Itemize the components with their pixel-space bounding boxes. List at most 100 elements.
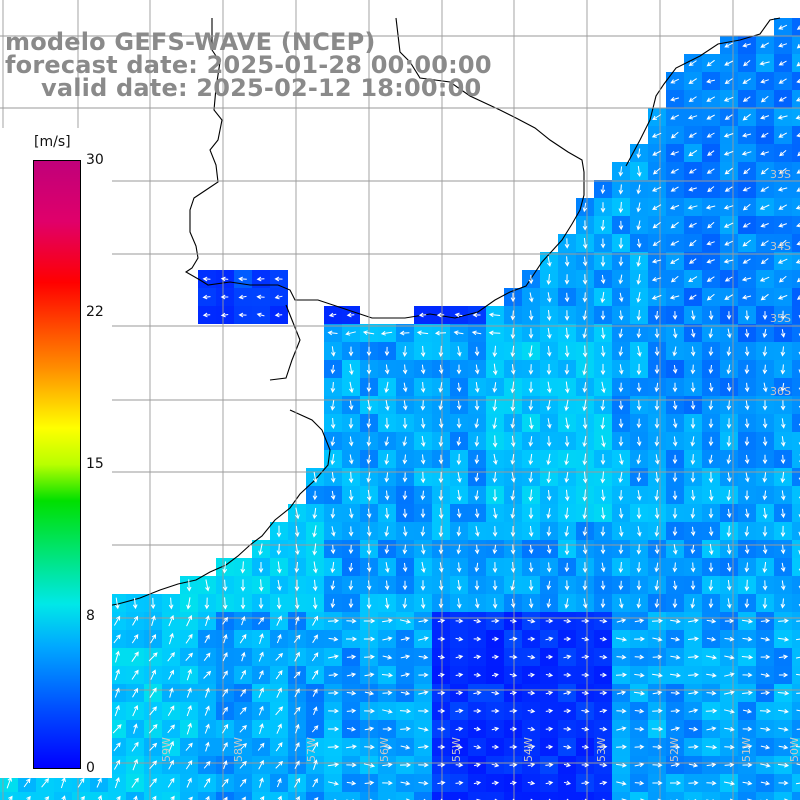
wind-arrow xyxy=(473,762,481,768)
wind-arrow xyxy=(437,636,446,642)
wind-arrow xyxy=(796,277,800,283)
wind-arrow xyxy=(760,42,770,48)
wind-arrow xyxy=(294,561,300,574)
wind-arrow xyxy=(330,598,336,609)
wind-arrow xyxy=(780,310,786,321)
wind-arrow xyxy=(510,381,516,394)
wind-arrow xyxy=(223,796,228,800)
wind-arrow xyxy=(690,418,696,429)
wind-arrow xyxy=(258,687,264,698)
wind-arrow xyxy=(723,222,734,228)
wind-arrow xyxy=(491,618,500,624)
wind-arrow xyxy=(295,616,300,626)
lon-label-55w: 55W xyxy=(450,737,463,762)
wind-arrow xyxy=(456,400,462,411)
wind-arrow xyxy=(528,381,534,394)
wind-arrow xyxy=(672,562,678,573)
wind-arrow xyxy=(402,544,408,555)
wind-arrow xyxy=(744,310,750,321)
wind-cell xyxy=(792,648,800,666)
wind-arrow xyxy=(491,654,500,660)
wind-arrow xyxy=(455,708,464,714)
wind-arrow xyxy=(150,634,157,644)
wind-arrow xyxy=(798,369,800,374)
wind-arrow xyxy=(493,507,498,520)
wind-arrow xyxy=(690,526,696,537)
wind-arrow xyxy=(706,672,717,678)
wind-arrow xyxy=(418,744,429,750)
wind-arrow xyxy=(471,330,482,336)
wind-arrow xyxy=(114,777,120,789)
wind-arrow xyxy=(546,598,552,609)
wind-arrow xyxy=(651,726,664,732)
wind-arrow xyxy=(672,418,678,429)
wind-arrow xyxy=(707,150,715,156)
wind-arrow xyxy=(708,346,714,357)
wind-arrow xyxy=(615,637,628,642)
wind-arrow xyxy=(747,798,753,800)
wind-arrow xyxy=(724,60,734,66)
wind-arrow xyxy=(600,184,606,195)
wind-arrow xyxy=(688,132,697,138)
wind-arrow xyxy=(438,471,444,484)
wind-arrow xyxy=(744,400,750,411)
wind-arrow xyxy=(382,654,393,660)
wind-cell xyxy=(738,792,756,800)
wind-arrow xyxy=(724,672,735,677)
wind-arrow xyxy=(113,615,121,626)
wind-arrow xyxy=(777,637,790,642)
wind-arrow xyxy=(547,327,552,340)
wind-arrow xyxy=(744,508,750,519)
wind-arrow xyxy=(545,690,554,696)
wind-arrow xyxy=(778,780,789,786)
wind-arrow xyxy=(636,436,642,447)
wind-arrow xyxy=(527,762,536,768)
wind-arrow xyxy=(456,526,462,537)
wind-arrow xyxy=(205,579,210,592)
wind-arrow xyxy=(382,726,393,732)
wind-arrow xyxy=(437,744,446,750)
wind-arrow xyxy=(418,780,429,786)
lon-label-57w: 57W xyxy=(305,737,318,762)
wind-arrow xyxy=(420,508,426,519)
wind-arrow xyxy=(348,400,354,411)
wind-arrow xyxy=(382,690,393,696)
wind-arrow xyxy=(707,221,715,229)
wind-arrow xyxy=(527,780,536,786)
wind-arrow xyxy=(546,471,552,484)
wind-arrow xyxy=(474,472,480,483)
wind-arrow xyxy=(421,561,426,574)
wind-arrow xyxy=(167,705,175,717)
wind-arrow xyxy=(167,724,175,734)
wind-arrow xyxy=(636,363,642,376)
lon-label-54w: 54W xyxy=(522,737,535,762)
wind-arrow xyxy=(563,708,572,714)
wind-cell xyxy=(324,792,342,800)
wind-arrow xyxy=(276,723,282,734)
wind-arrow xyxy=(600,219,606,232)
wind-arrow xyxy=(474,382,480,393)
wind-arrow xyxy=(742,708,753,714)
wind-arrow xyxy=(565,417,570,430)
wind-cell xyxy=(0,792,18,800)
wind-arrow xyxy=(690,562,696,573)
wind-cell xyxy=(306,792,324,800)
wind-arrow xyxy=(202,276,211,282)
wind-arrow xyxy=(706,726,717,732)
lon-label-50w: 50W xyxy=(788,737,800,762)
wind-arrow xyxy=(346,690,357,696)
wind-cell xyxy=(522,792,540,800)
wind-arrow xyxy=(688,60,697,66)
colorbar-unit: [m/s] xyxy=(34,134,71,150)
wind-arrow xyxy=(564,436,570,447)
wind-arrow xyxy=(672,508,678,519)
wind-arrow xyxy=(723,690,735,695)
wind-cell xyxy=(702,792,720,800)
wind-cell xyxy=(612,792,630,800)
wind-arrow xyxy=(367,399,372,412)
wind-arrow xyxy=(202,294,211,300)
wind-arrow xyxy=(455,762,464,768)
wind-arrow xyxy=(133,723,138,734)
wind-cell xyxy=(792,702,800,720)
wind-arrow xyxy=(363,636,376,642)
